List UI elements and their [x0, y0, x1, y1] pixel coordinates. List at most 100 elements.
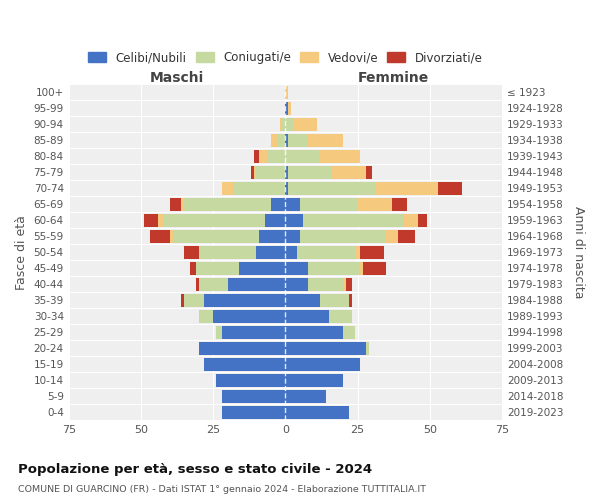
Bar [294, 118, 317, 130]
Text: Maschi: Maschi [150, 71, 204, 85]
Bar [199, 342, 286, 354]
Bar [286, 166, 288, 178]
Bar [280, 118, 283, 130]
Bar [308, 134, 343, 146]
Bar [286, 182, 288, 194]
Bar [320, 294, 349, 306]
Bar [288, 102, 291, 114]
Y-axis label: Anni di nascita: Anni di nascita [572, 206, 585, 298]
Bar [222, 182, 233, 194]
Bar [222, 406, 286, 418]
Bar [386, 230, 398, 242]
Y-axis label: Fasce di età: Fasce di età [15, 214, 28, 290]
Bar [308, 278, 343, 290]
Bar [205, 358, 286, 370]
Bar [286, 278, 308, 290]
Bar [404, 214, 418, 226]
Bar [302, 214, 404, 226]
Bar [239, 262, 286, 274]
Bar [297, 246, 355, 258]
Bar [286, 198, 300, 210]
Bar [181, 198, 184, 210]
Bar [288, 182, 375, 194]
Bar [286, 342, 366, 354]
Bar [222, 326, 286, 338]
Legend: Celibi/Nubili, Coniugati/e, Vedovi/e, Divorziati/e: Celibi/Nubili, Coniugati/e, Vedovi/e, Di… [83, 46, 487, 69]
Bar [286, 390, 326, 402]
Bar [199, 278, 227, 290]
Bar [184, 246, 199, 258]
Bar [361, 262, 364, 274]
Bar [286, 294, 320, 306]
Bar [286, 326, 343, 338]
Bar [205, 294, 286, 306]
Bar [286, 150, 320, 162]
Bar [439, 182, 461, 194]
Bar [343, 326, 355, 338]
Bar [329, 310, 352, 322]
Bar [170, 198, 181, 210]
Bar [286, 358, 361, 370]
Bar [196, 262, 239, 274]
Text: COMUNE DI GUARCINO (FR) - Dati ISTAT 1° gennaio 2024 - Elaborazione TUTTITALIA.I: COMUNE DI GUARCINO (FR) - Dati ISTAT 1° … [18, 485, 426, 494]
Bar [254, 166, 256, 178]
Bar [286, 310, 329, 322]
Bar [184, 294, 205, 306]
Bar [170, 230, 173, 242]
Bar [286, 262, 308, 274]
Bar [286, 246, 297, 258]
Bar [346, 278, 352, 290]
Bar [216, 374, 286, 386]
Bar [300, 230, 386, 242]
Bar [300, 198, 358, 210]
Bar [286, 230, 300, 242]
Bar [286, 102, 288, 114]
Bar [259, 150, 268, 162]
Bar [349, 294, 352, 306]
Bar [259, 230, 286, 242]
Bar [149, 230, 170, 242]
Bar [355, 246, 361, 258]
Bar [288, 134, 308, 146]
Bar [277, 134, 286, 146]
Bar [233, 182, 286, 194]
Bar [286, 406, 349, 418]
Bar [375, 182, 439, 194]
Bar [358, 198, 392, 210]
Bar [164, 214, 265, 226]
Bar [332, 166, 366, 178]
Bar [173, 230, 259, 242]
Bar [216, 326, 222, 338]
Bar [199, 246, 256, 258]
Bar [265, 214, 286, 226]
Bar [196, 278, 199, 290]
Bar [286, 214, 302, 226]
Bar [320, 150, 361, 162]
Bar [364, 262, 386, 274]
Bar [254, 150, 259, 162]
Bar [144, 214, 158, 226]
Bar [398, 230, 415, 242]
Bar [184, 198, 271, 210]
Bar [361, 246, 383, 258]
Bar [418, 214, 427, 226]
Bar [256, 166, 286, 178]
Bar [213, 310, 286, 322]
Bar [286, 118, 294, 130]
Bar [308, 262, 361, 274]
Bar [366, 342, 369, 354]
Bar [286, 134, 288, 146]
Bar [158, 214, 164, 226]
Bar [392, 198, 407, 210]
Bar [283, 118, 286, 130]
Bar [271, 198, 286, 210]
Bar [286, 86, 288, 98]
Bar [256, 246, 286, 258]
Bar [190, 262, 196, 274]
Text: Femmine: Femmine [358, 71, 430, 85]
Bar [288, 166, 332, 178]
Bar [251, 166, 254, 178]
Text: Popolazione per età, sesso e stato civile - 2024: Popolazione per età, sesso e stato civil… [18, 462, 372, 475]
Bar [227, 278, 286, 290]
Bar [271, 134, 277, 146]
